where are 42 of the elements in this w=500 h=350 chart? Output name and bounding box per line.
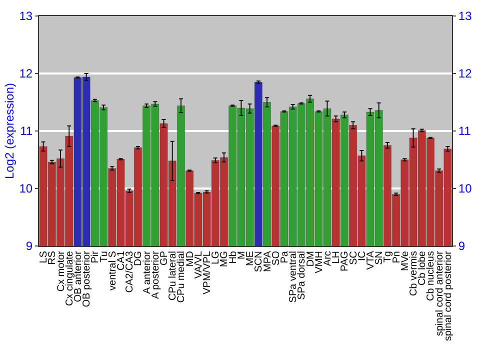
x-tick-label: DG bbox=[133, 250, 144, 266]
x-tick-label: Cx cingulate bbox=[64, 250, 76, 306]
y-axis-title: Log2 (expression) bbox=[2, 82, 17, 180]
y-tick-label: 11 bbox=[20, 124, 33, 138]
x-tick-label: Hb bbox=[228, 250, 239, 264]
x-tick-label: IC bbox=[356, 251, 368, 261]
x-tick-label: DM bbox=[305, 251, 316, 267]
x-tick-label: Cb nucleus bbox=[426, 251, 437, 302]
x-tick-label: OB anterior bbox=[72, 250, 84, 302]
x-tick-label: Tg bbox=[382, 251, 394, 263]
x-tick-label: spinal cord posterior bbox=[442, 250, 454, 342]
x-tick-label: A posterior bbox=[150, 250, 162, 299]
x-tick-label: Pn bbox=[391, 251, 402, 264]
y-tick-label: 13 bbox=[19, 9, 33, 24]
y2-tick-label: 12 bbox=[458, 66, 472, 81]
x-tick-label: Arc bbox=[322, 251, 334, 266]
x-tick-label: SC bbox=[348, 251, 360, 265]
y-tick-label: 9 bbox=[26, 239, 33, 254]
y-tick-label: 12 bbox=[19, 66, 33, 81]
x-tick-label: SO bbox=[270, 250, 282, 266]
x-tick-label: spinal cord anterior bbox=[434, 250, 446, 336]
x-tick-label: MVe bbox=[400, 250, 411, 272]
x-tick-label: ventral S bbox=[107, 250, 118, 290]
x-tick-label: M bbox=[236, 251, 248, 260]
x-tick-label: A anterior bbox=[142, 250, 153, 294]
x-tick-label: MPA bbox=[262, 250, 274, 272]
y-tick-label: 10 bbox=[19, 182, 33, 196]
y2-tick-label: 11 bbox=[458, 124, 472, 138]
x-tick-label: SCN bbox=[254, 251, 265, 272]
x-tick-label: SPa dorsal bbox=[296, 251, 308, 300]
y2-tick-label: 13 bbox=[458, 9, 472, 24]
x-tick-label: OB posterior bbox=[82, 250, 93, 308]
y2-tick-label: 10 bbox=[458, 182, 472, 196]
x-tick-label: Pir bbox=[90, 250, 102, 264]
x-tick-label: CPu medial bbox=[176, 251, 188, 303]
x-tick-label: Tu bbox=[98, 251, 110, 262]
x-tick-label: PAG bbox=[340, 250, 351, 272]
y2-tick-label: 9 bbox=[458, 239, 466, 254]
x-tick-label: CA1 bbox=[116, 250, 127, 270]
x-tick-label: RS bbox=[47, 250, 58, 265]
x-tick-label: VMH bbox=[314, 251, 325, 274]
x-tick-label: Pa bbox=[279, 250, 290, 264]
